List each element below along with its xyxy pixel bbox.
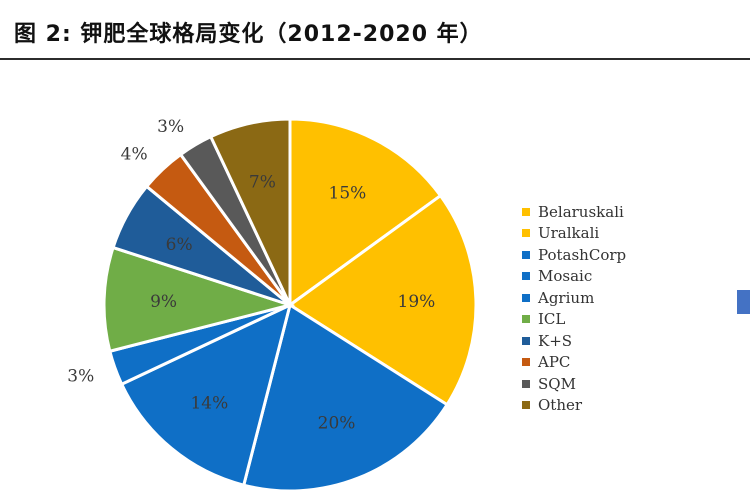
- pie-slice-icl: [102, 245, 296, 354]
- legend-item-uralkali: Uralkali: [522, 223, 672, 245]
- data-label-apc: 4%: [121, 144, 148, 164]
- legend-swatch: [522, 250, 530, 259]
- legend-swatch: [522, 379, 530, 388]
- legend-label: PotashCorp: [538, 245, 627, 264]
- pie-slice-potashcorp: [241, 302, 450, 493]
- cropped-blue-shape: [737, 290, 750, 314]
- legend-swatch: [522, 401, 530, 410]
- legend-label: Other: [538, 396, 583, 415]
- legend-label: K+S: [538, 331, 573, 350]
- legend-item-mosaic: Mosaic: [522, 266, 672, 288]
- data-label-potashcorp: 20%: [318, 414, 356, 434]
- legend-swatch: [522, 358, 530, 367]
- legend-swatch: [522, 229, 530, 238]
- legend-swatch: [522, 207, 530, 216]
- legend-item-potashcorp: PotashCorp: [522, 244, 672, 266]
- data-label-icl: 9%: [150, 292, 177, 312]
- data-label-k-s: 6%: [166, 235, 193, 255]
- data-label-uralkali: 19%: [398, 292, 436, 312]
- figure-header: 图 2: 钾肥全球格局变化（2012-2020 年）: [0, 0, 750, 60]
- pie-slice-mosaic: [119, 302, 293, 487]
- pie-slices: [102, 117, 478, 493]
- legend-item-icl: ICL: [522, 309, 672, 331]
- legend-item-apc: APC: [522, 352, 672, 374]
- legend-swatch: [522, 293, 530, 302]
- legend-label: Belaruskali: [538, 202, 624, 221]
- legend-swatch: [522, 336, 530, 345]
- data-label-mosaic: 14%: [190, 393, 228, 413]
- chart-legend: Belaruskali Uralkali PotashCorp Mosaic Agriu…: [522, 201, 672, 416]
- legend-swatch: [522, 272, 530, 281]
- legend-item-other: Other: [522, 395, 672, 417]
- pie-slice-uralkali: [287, 193, 478, 407]
- legend-label: APC: [538, 353, 571, 372]
- legend-label: SQM: [538, 374, 576, 393]
- legend-label: Mosaic: [538, 267, 593, 286]
- legend-swatch: [522, 315, 530, 324]
- data-label-sqm: 3%: [157, 117, 184, 137]
- figure-title: 图 2: 钾肥全球格局变化（2012-2020 年）: [14, 22, 483, 47]
- title-rule: [0, 58, 750, 60]
- legend-label: ICL: [538, 310, 566, 329]
- data-label-other: 7%: [249, 173, 276, 193]
- pie-slice-other: [208, 117, 292, 306]
- legend-item-agrium: Agrium: [522, 287, 672, 309]
- legend-item-sqm: SQM: [522, 373, 672, 395]
- legend-label: Uralkali: [538, 224, 600, 243]
- legend-label: Agrium: [538, 288, 595, 307]
- legend-item-k-s: K+S: [522, 330, 672, 352]
- data-label-belaruskali: 15%: [329, 183, 367, 203]
- legend-item-belaruskali: Belaruskali: [522, 201, 672, 223]
- pie-labels: 15% 19% 20% 14% 3% 9% 6% 4% 3% 7%: [67, 117, 435, 434]
- data-label-agrium: 3%: [67, 366, 94, 386]
- pie-slice-belaruskali: [288, 117, 443, 308]
